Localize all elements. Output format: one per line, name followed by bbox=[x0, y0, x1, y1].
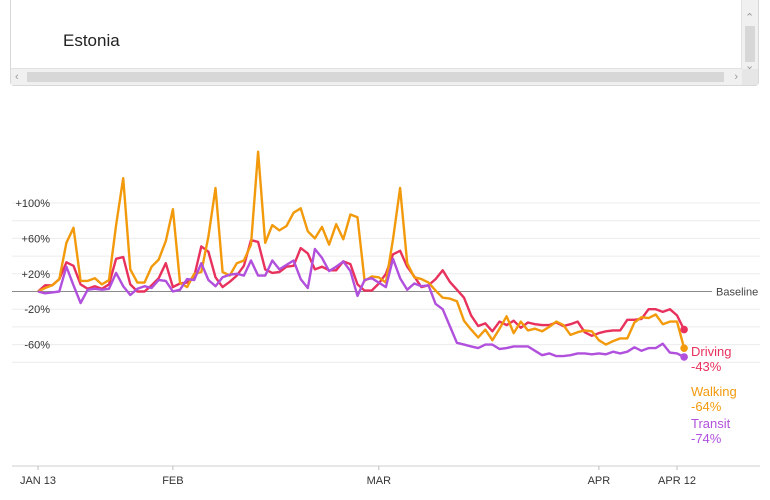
y-tick-label: +100% bbox=[15, 198, 50, 210]
x-tick-label: MAR bbox=[367, 475, 392, 487]
scroll-left-icon[interactable]: ‹ bbox=[15, 71, 19, 83]
scroll-up-icon[interactable]: ⌃ bbox=[745, 12, 755, 24]
vertical-scroll-thumb[interactable] bbox=[745, 26, 755, 62]
selected-region: Estonia bbox=[63, 31, 120, 50]
series-value-label: -64% bbox=[691, 399, 722, 414]
scroll-down-icon[interactable]: ⌄ bbox=[745, 60, 755, 72]
scroll-right-icon[interactable]: › bbox=[734, 71, 738, 83]
series-value-label: -43% bbox=[691, 359, 722, 374]
series-end-point-transit bbox=[680, 353, 688, 361]
y-axis-ticks: +100% +60% +20% -20% -60% bbox=[15, 198, 50, 352]
series-lines bbox=[37, 150, 688, 361]
y-tick-label: +20% bbox=[22, 269, 51, 281]
x-tick-label: APR 12 bbox=[658, 475, 696, 487]
series-line-transit bbox=[37, 247, 685, 359]
series-name-label: Walking bbox=[691, 384, 737, 399]
series-labels: Driving-43% Walking-64% Transit-74% bbox=[691, 344, 737, 446]
x-tick-label: FEB bbox=[162, 475, 183, 487]
x-axis-ticks: JAN 13 FEB MAR APR APR 12 bbox=[20, 466, 696, 487]
series-value-label: -74% bbox=[691, 431, 722, 446]
series-line-walking bbox=[37, 150, 686, 349]
series-end-point-driving bbox=[680, 325, 688, 334]
baseline-label: Baseline bbox=[716, 287, 758, 299]
scroll-corner bbox=[742, 69, 758, 85]
vertical-scrollbar[interactable]: ⌃ ⌄ bbox=[741, 0, 758, 72]
series-name-label: Transit bbox=[691, 416, 731, 431]
series-name-label: Driving bbox=[691, 344, 731, 359]
region-selector[interactable]: Estonia ⌃ ⌄ ‹ › bbox=[10, 0, 759, 86]
y-tick-label: +60% bbox=[22, 233, 51, 245]
y-tick-label: -60% bbox=[24, 340, 50, 352]
horizontal-scroll-thumb[interactable] bbox=[27, 72, 724, 82]
x-tick-label: APR bbox=[588, 475, 611, 487]
series-end-point-walking bbox=[680, 344, 688, 352]
y-tick-label: -20% bbox=[24, 304, 50, 316]
horizontal-scrollbar[interactable]: ‹ › bbox=[11, 68, 742, 85]
x-tick-label: JAN 13 bbox=[20, 475, 56, 487]
